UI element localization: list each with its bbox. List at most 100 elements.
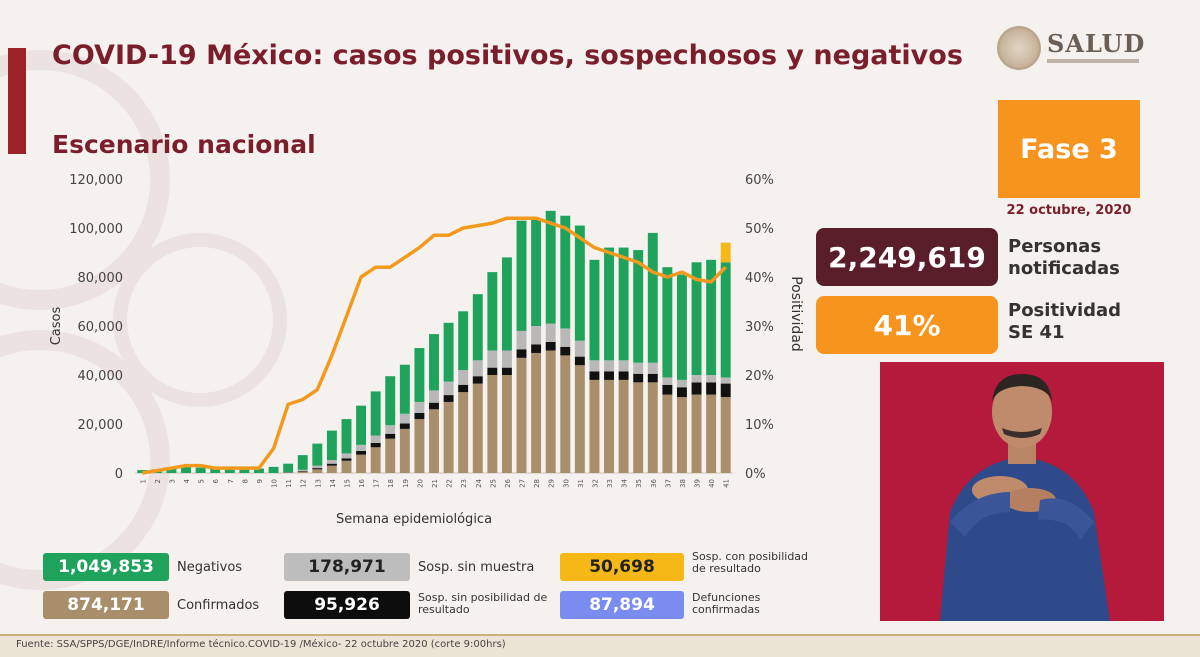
seal-icon bbox=[997, 26, 1041, 70]
bar-segment bbox=[604, 379, 614, 473]
bar-segment bbox=[458, 384, 469, 393]
bar-segment bbox=[618, 371, 629, 380]
bar-segment bbox=[268, 466, 279, 473]
bar-segment bbox=[414, 419, 425, 473]
bar-segment bbox=[414, 412, 425, 420]
x-tick-label: 18 bbox=[387, 479, 395, 488]
bar-segment bbox=[691, 262, 702, 375]
bar-segment bbox=[531, 218, 542, 326]
sosp-con-posibilidad-value: 50,698 bbox=[560, 553, 684, 581]
x-tick-label: 6 bbox=[212, 478, 220, 483]
bar-segment bbox=[458, 392, 469, 473]
x-tick-label: 39 bbox=[694, 479, 702, 488]
bar-segment bbox=[370, 391, 381, 436]
bar-segment bbox=[312, 443, 323, 466]
x-tick-label: 9 bbox=[256, 479, 264, 483]
y2-tick-label: 40% bbox=[745, 271, 774, 286]
y2-tick-label: 50% bbox=[745, 222, 774, 237]
bar-segment bbox=[560, 328, 571, 347]
bar-segment bbox=[706, 382, 717, 395]
x-tick-label: 14 bbox=[329, 478, 337, 487]
bar-segment bbox=[385, 433, 396, 439]
background-pattern bbox=[0, 50, 287, 590]
bar-segment bbox=[516, 357, 527, 473]
bar-segment bbox=[297, 455, 308, 470]
bar-segment bbox=[429, 409, 439, 473]
bar-segment bbox=[647, 382, 658, 473]
bar-segment bbox=[560, 346, 571, 356]
x-tick-label: 38 bbox=[679, 479, 687, 488]
x-tick-label: 12 bbox=[300, 479, 308, 488]
x-tick-label: 3 bbox=[168, 479, 176, 483]
bar-segment bbox=[531, 352, 542, 473]
bar-segment bbox=[443, 381, 454, 396]
bar-segment bbox=[618, 379, 629, 473]
bar-segment bbox=[472, 376, 483, 384]
bar-segment bbox=[385, 438, 396, 473]
bar-segment bbox=[239, 468, 250, 473]
bar-segment bbox=[297, 471, 308, 473]
bar-segment bbox=[676, 379, 687, 388]
bar-segment bbox=[443, 395, 454, 402]
y2-tick-label: 60% bbox=[745, 173, 774, 188]
x-tick-label: 26 bbox=[504, 478, 512, 487]
bar-segment bbox=[181, 466, 192, 473]
defunciones-label: Defunciones confirmadas bbox=[692, 591, 761, 616]
bar-segment bbox=[662, 377, 673, 385]
x-tick-label: 35 bbox=[635, 479, 643, 488]
confirmados-value: 874,171 bbox=[43, 591, 169, 619]
bar-segment bbox=[647, 232, 658, 363]
bar-segment bbox=[210, 468, 221, 473]
bar-segment bbox=[312, 465, 323, 469]
x-tick-label: 33 bbox=[606, 479, 614, 488]
sosp-sin-posibilidad-label: Sosp. sin posibilidad de resultado bbox=[418, 591, 548, 616]
bar-segment bbox=[676, 387, 687, 398]
negativos-value: 1,049,853 bbox=[43, 553, 169, 581]
footer-source: Fuente: SSA/SPPS/DGE/InDRE/Informe técni… bbox=[16, 639, 506, 650]
x-tick-label: 10 bbox=[271, 479, 279, 488]
bar-segment bbox=[414, 348, 425, 402]
x-tick-label: 17 bbox=[373, 479, 381, 488]
bar-segment bbox=[312, 469, 323, 473]
bar-segment bbox=[589, 371, 600, 380]
bar-segment bbox=[370, 447, 381, 473]
bar-segment bbox=[574, 365, 585, 473]
bar-segment bbox=[618, 360, 629, 372]
bar-segment bbox=[531, 344, 542, 353]
bar-segment bbox=[283, 463, 294, 473]
footer: Fuente: SSA/SPPS/DGE/InDRE/Informe técni… bbox=[0, 634, 1200, 657]
y-axis-label: Casos bbox=[49, 307, 64, 346]
notified-value-box: 2,249,619 bbox=[816, 228, 998, 286]
bar-segment bbox=[399, 364, 410, 414]
salud-logo: SALUD bbox=[997, 26, 1147, 74]
bar-segment bbox=[370, 442, 381, 448]
bar-segment bbox=[531, 326, 542, 345]
x-axis-label: Semana epidemiológica bbox=[336, 512, 492, 527]
x-tick-label: 23 bbox=[460, 479, 468, 488]
bar-segment bbox=[326, 460, 337, 464]
positivity-label: Positividad SE 41 bbox=[1008, 300, 1122, 343]
y-tick-label: 40,000 bbox=[78, 369, 124, 384]
bar-segment bbox=[604, 247, 614, 361]
bar-segment bbox=[429, 334, 439, 391]
x-tick-label: 22 bbox=[446, 479, 454, 488]
x-tick-label: 20 bbox=[416, 479, 424, 488]
y-tick-label: 80,000 bbox=[78, 271, 124, 286]
bar-segment bbox=[604, 360, 614, 372]
x-tick-label: 7 bbox=[227, 479, 235, 483]
x-tick-label: 5 bbox=[198, 479, 206, 483]
x-tick-label: 30 bbox=[562, 479, 570, 488]
bar-segment bbox=[472, 294, 483, 361]
y-tick-label: 120,000 bbox=[69, 173, 123, 188]
bar-segment bbox=[399, 428, 410, 473]
x-tick-label: 34 bbox=[621, 478, 629, 487]
notified-label: Personas notificadas bbox=[1008, 236, 1120, 279]
bar-segment bbox=[516, 220, 527, 331]
x-tick-label: 40 bbox=[708, 479, 716, 488]
sosp-con-posibilidad-label: Sosp. con posibilidad de resultado bbox=[692, 550, 809, 575]
bar-segment bbox=[633, 382, 644, 473]
bar-segment bbox=[385, 425, 396, 434]
sosp-sin-muestra-label: Sosp. sin muestra bbox=[418, 560, 535, 575]
bar-segment bbox=[706, 259, 717, 375]
y2-tick-label: 10% bbox=[745, 418, 774, 433]
